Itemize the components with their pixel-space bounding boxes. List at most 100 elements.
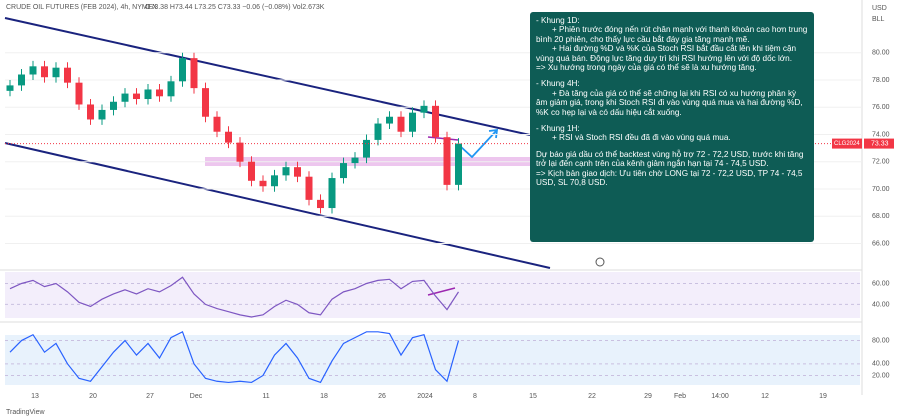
candle-body [52,67,60,78]
candle-body [305,176,313,200]
candle-body [18,74,25,86]
candle-body [455,143,462,185]
candle-body [328,178,336,209]
candle-body [282,167,290,176]
candle-body [110,101,117,110]
analysis-line: + Hai đường %D và %K của Stoch RSI bắt đ… [536,44,797,63]
x-tick-label: Feb [674,393,686,400]
candle-body [248,161,255,181]
y-tick-label: 20.00 [872,372,890,379]
indicator-line [9,330,460,384]
candle-body [213,116,221,132]
candle-body [443,137,451,185]
candle-body [202,88,209,117]
candle-body [144,89,152,100]
candle-body [236,142,244,162]
indicator-line [9,276,460,318]
price-tag-name: CLG2024 [834,141,860,147]
price-tag: 73.33 [871,140,889,147]
candle-body [386,116,393,124]
analysis-line: - Khung 1H: [536,124,580,134]
candle-body [351,157,359,164]
x-tick-label: Dec [190,393,203,400]
y-tick-label: 78.00 [872,77,890,84]
candle-body [179,58,186,82]
y-tick-label: 40.00 [872,301,890,308]
y-tick-label: 80.00 [872,337,890,344]
candle-body [190,58,198,89]
candle-body [271,175,278,187]
y-tick-label: 76.00 [872,104,890,111]
y-tick-label: 80.00 [872,50,890,57]
candle-body [75,82,83,105]
channel-lower [4,142,551,269]
analysis-line: - Khung 4H: [536,79,580,89]
x-tick-label: 8 [473,393,477,400]
y-tick-label: 72.00 [872,159,890,166]
candle-body [167,81,175,97]
x-tick-label: 22 [588,393,596,400]
analysis-line: + Phiên trước đóng nến rút chân mạnh với… [536,25,808,44]
divergence-line [427,287,456,296]
x-tick-label: 11 [262,393,269,400]
candle-body [29,66,37,75]
x-tick-label: 26 [378,393,386,400]
ohlc-info: O73.38 H73.44 L73.25 C73.33 −0.06 (−0.08… [145,4,325,11]
arrow-head [488,128,499,139]
currency: USD [872,5,887,12]
candle-body [432,105,439,138]
y-tick-label: 68.00 [872,213,890,220]
candle-body [98,109,106,120]
candle-body [64,67,71,83]
candle-body [6,85,14,91]
channel-upper [4,17,531,136]
y-tick-label: 60.00 [872,280,890,287]
rsi-band [5,272,860,318]
candle-body [41,66,48,78]
y-tick-label: 70.00 [872,186,890,193]
candle-body [363,139,370,158]
candle-body [121,93,129,102]
analysis-line: + RSI và Stoch RSI đều đã đi vào vùng qu… [552,133,731,143]
y-tick-label: 40.00 [872,361,890,368]
candle-body [397,116,405,132]
analysis-line: Dự báo giá dầu có thể backtest vùng hỗ t… [536,149,804,169]
x-tick-label: 18 [320,393,328,400]
x-tick-label: 15 [529,393,537,400]
x-tick-label: 12 [761,393,769,400]
x-tick-label: 2024 [417,393,433,400]
brand: TradingView [6,409,45,416]
x-tick-label: 19 [819,393,827,400]
divergence-line [427,136,459,141]
x-tick-label: 13 [31,393,39,400]
icon [595,257,605,267]
y-tick-label: 66.00 [872,240,890,247]
analysis-line: => Kịch bản giao dịch: Ưu tiên chờ LONG … [536,168,803,188]
analysis-line: + Đà tăng của giá có thể sẽ chững lại kh… [536,88,803,117]
x-tick-label: 14:00 [711,393,729,400]
x-tick-label: 29 [644,393,652,400]
candle-body [317,199,324,209]
candle-body [409,112,416,132]
candle-body [87,104,94,120]
analysis-line: - Khung 1D: [536,16,580,25]
candle-body [156,89,163,97]
analysis-line: => Xu hướng trong ngày của giá có thể sẽ… [536,63,757,73]
x-tick-label: 27 [146,393,154,400]
x-tick-label: 20 [89,393,97,400]
price-tag-bg [832,138,862,149]
forecast-arrow [459,129,498,159]
candle-body [340,163,347,179]
y-tick-label: 74.00 [872,131,890,138]
candle-body [133,93,140,100]
chart-title: CRUDE OIL FUTURES (FEB 2024), 4h, NYMEX [6,4,157,11]
unit: BLL [872,16,885,23]
analysis-box: - Khung 1D: + Phiên trước đóng nến rút ch… [530,12,814,242]
candle-body [374,123,382,140]
candle-body [420,105,428,113]
price-tag-bg [864,138,894,149]
candle-body [259,180,267,187]
candle-body [294,167,301,177]
